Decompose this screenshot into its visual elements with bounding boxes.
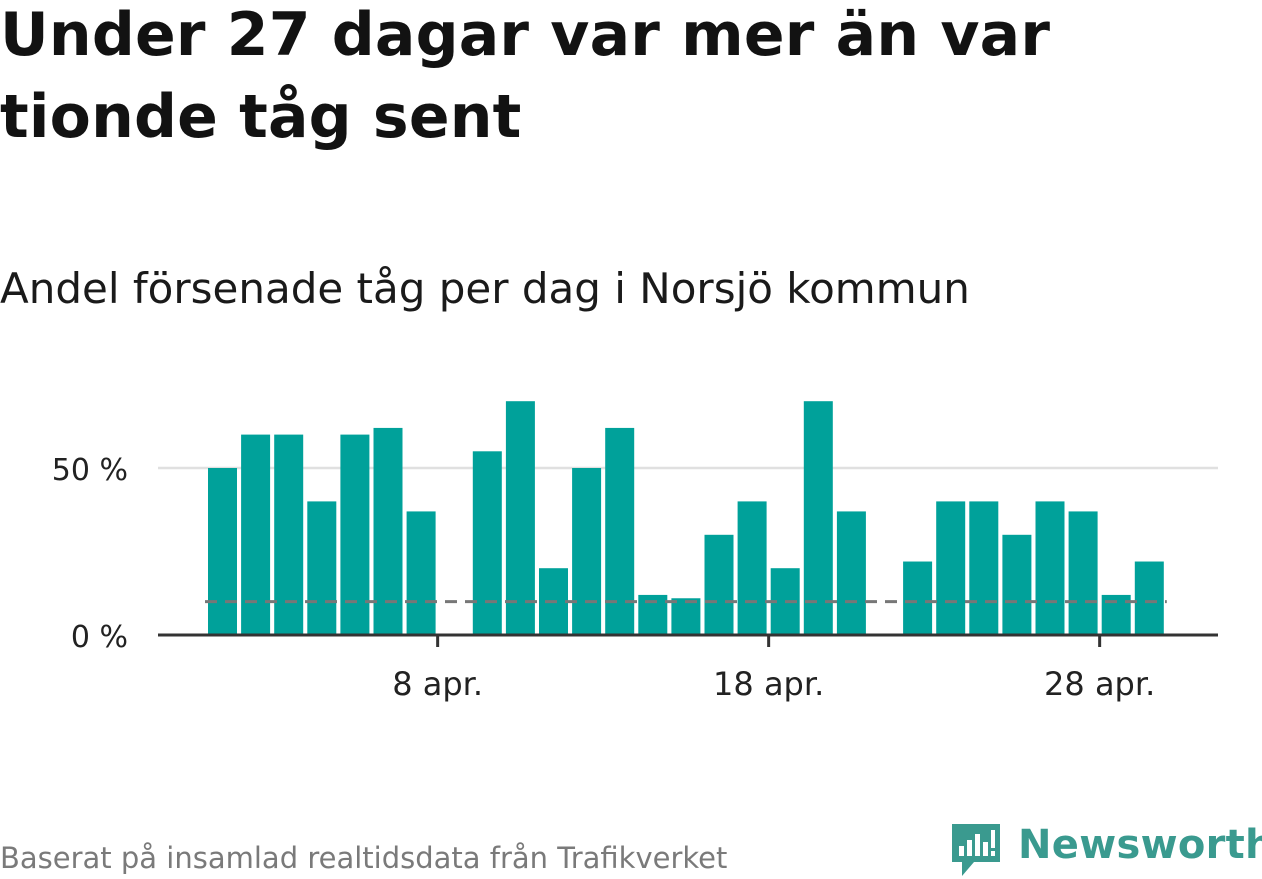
source-note: Baserat på insamlad realtidsdata från Tr… (0, 841, 728, 875)
bar (737, 501, 767, 635)
bar (605, 427, 635, 635)
bar (1002, 534, 1032, 635)
bar (671, 598, 701, 635)
bar (241, 434, 271, 635)
bar (505, 401, 535, 635)
y-tick-label: 0 % (71, 620, 128, 655)
bar (373, 427, 403, 635)
chart-title: Under 27 dagar var mer än var tionde tåg… (0, 0, 1051, 152)
y-tick-label: 50 % (52, 453, 128, 488)
bar (936, 501, 966, 635)
bar (969, 501, 999, 635)
newsworthy-logo[interactable]: Newsworthy (950, 820, 1262, 876)
bar (340, 434, 370, 635)
newsworthy-logo-icon (952, 824, 1000, 876)
bar (1035, 501, 1065, 635)
logo-text: Newsworthy (1018, 822, 1262, 868)
x-tick-label: 8 apr. (392, 665, 483, 703)
bar (836, 511, 866, 635)
bar (903, 561, 933, 635)
bar (704, 534, 734, 635)
bar (572, 468, 602, 635)
x-tick-label: 28 apr. (1044, 665, 1155, 703)
bar (274, 434, 304, 635)
chart-subtitle: Andel försenade tåg per dag i Norsjö kom… (0, 264, 970, 313)
bar (1068, 511, 1098, 635)
x-tick-label: 18 apr. (713, 665, 824, 703)
bar (803, 401, 833, 635)
bar (472, 451, 502, 635)
bar (208, 468, 237, 635)
bar (307, 501, 337, 635)
bar (406, 511, 436, 635)
bar (1134, 561, 1164, 635)
